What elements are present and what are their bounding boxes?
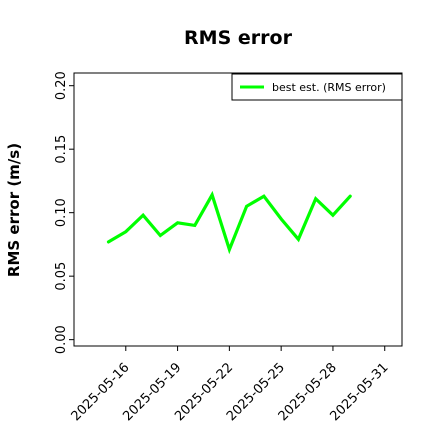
y-tick-label: 0.20 (54, 71, 69, 100)
data-point (210, 193, 214, 197)
data-point (124, 230, 127, 233)
y-tick-label: 0.00 (54, 325, 69, 354)
y-axis-label: RMS error (m/s) (5, 143, 23, 277)
data-point (314, 197, 317, 200)
data-point (107, 240, 110, 244)
plot-area (73, 72, 403, 347)
data-point (228, 248, 231, 251)
legend-label: best est. (RMS error) (272, 81, 386, 94)
y-tick-label: 0.10 (54, 198, 69, 227)
data-point (141, 214, 145, 217)
chart-title: RMS error (184, 27, 293, 49)
data-point (159, 234, 162, 237)
plot-frame (73, 72, 403, 347)
data-point (176, 221, 179, 225)
series-layer (106, 190, 352, 255)
legend: best est. (RMS error) (231, 73, 403, 101)
data-point (193, 224, 197, 227)
data-point (297, 238, 300, 241)
data-point (262, 194, 266, 198)
y-tick-label: 0.15 (54, 135, 69, 164)
data-point (245, 205, 248, 208)
data-point (349, 194, 352, 198)
data-point (279, 217, 283, 221)
y-axis: 0.00 0.05 0.10 0.15 0.20 (54, 71, 74, 354)
y-tick-label: 0.05 (54, 262, 69, 291)
data-point (331, 214, 335, 217)
